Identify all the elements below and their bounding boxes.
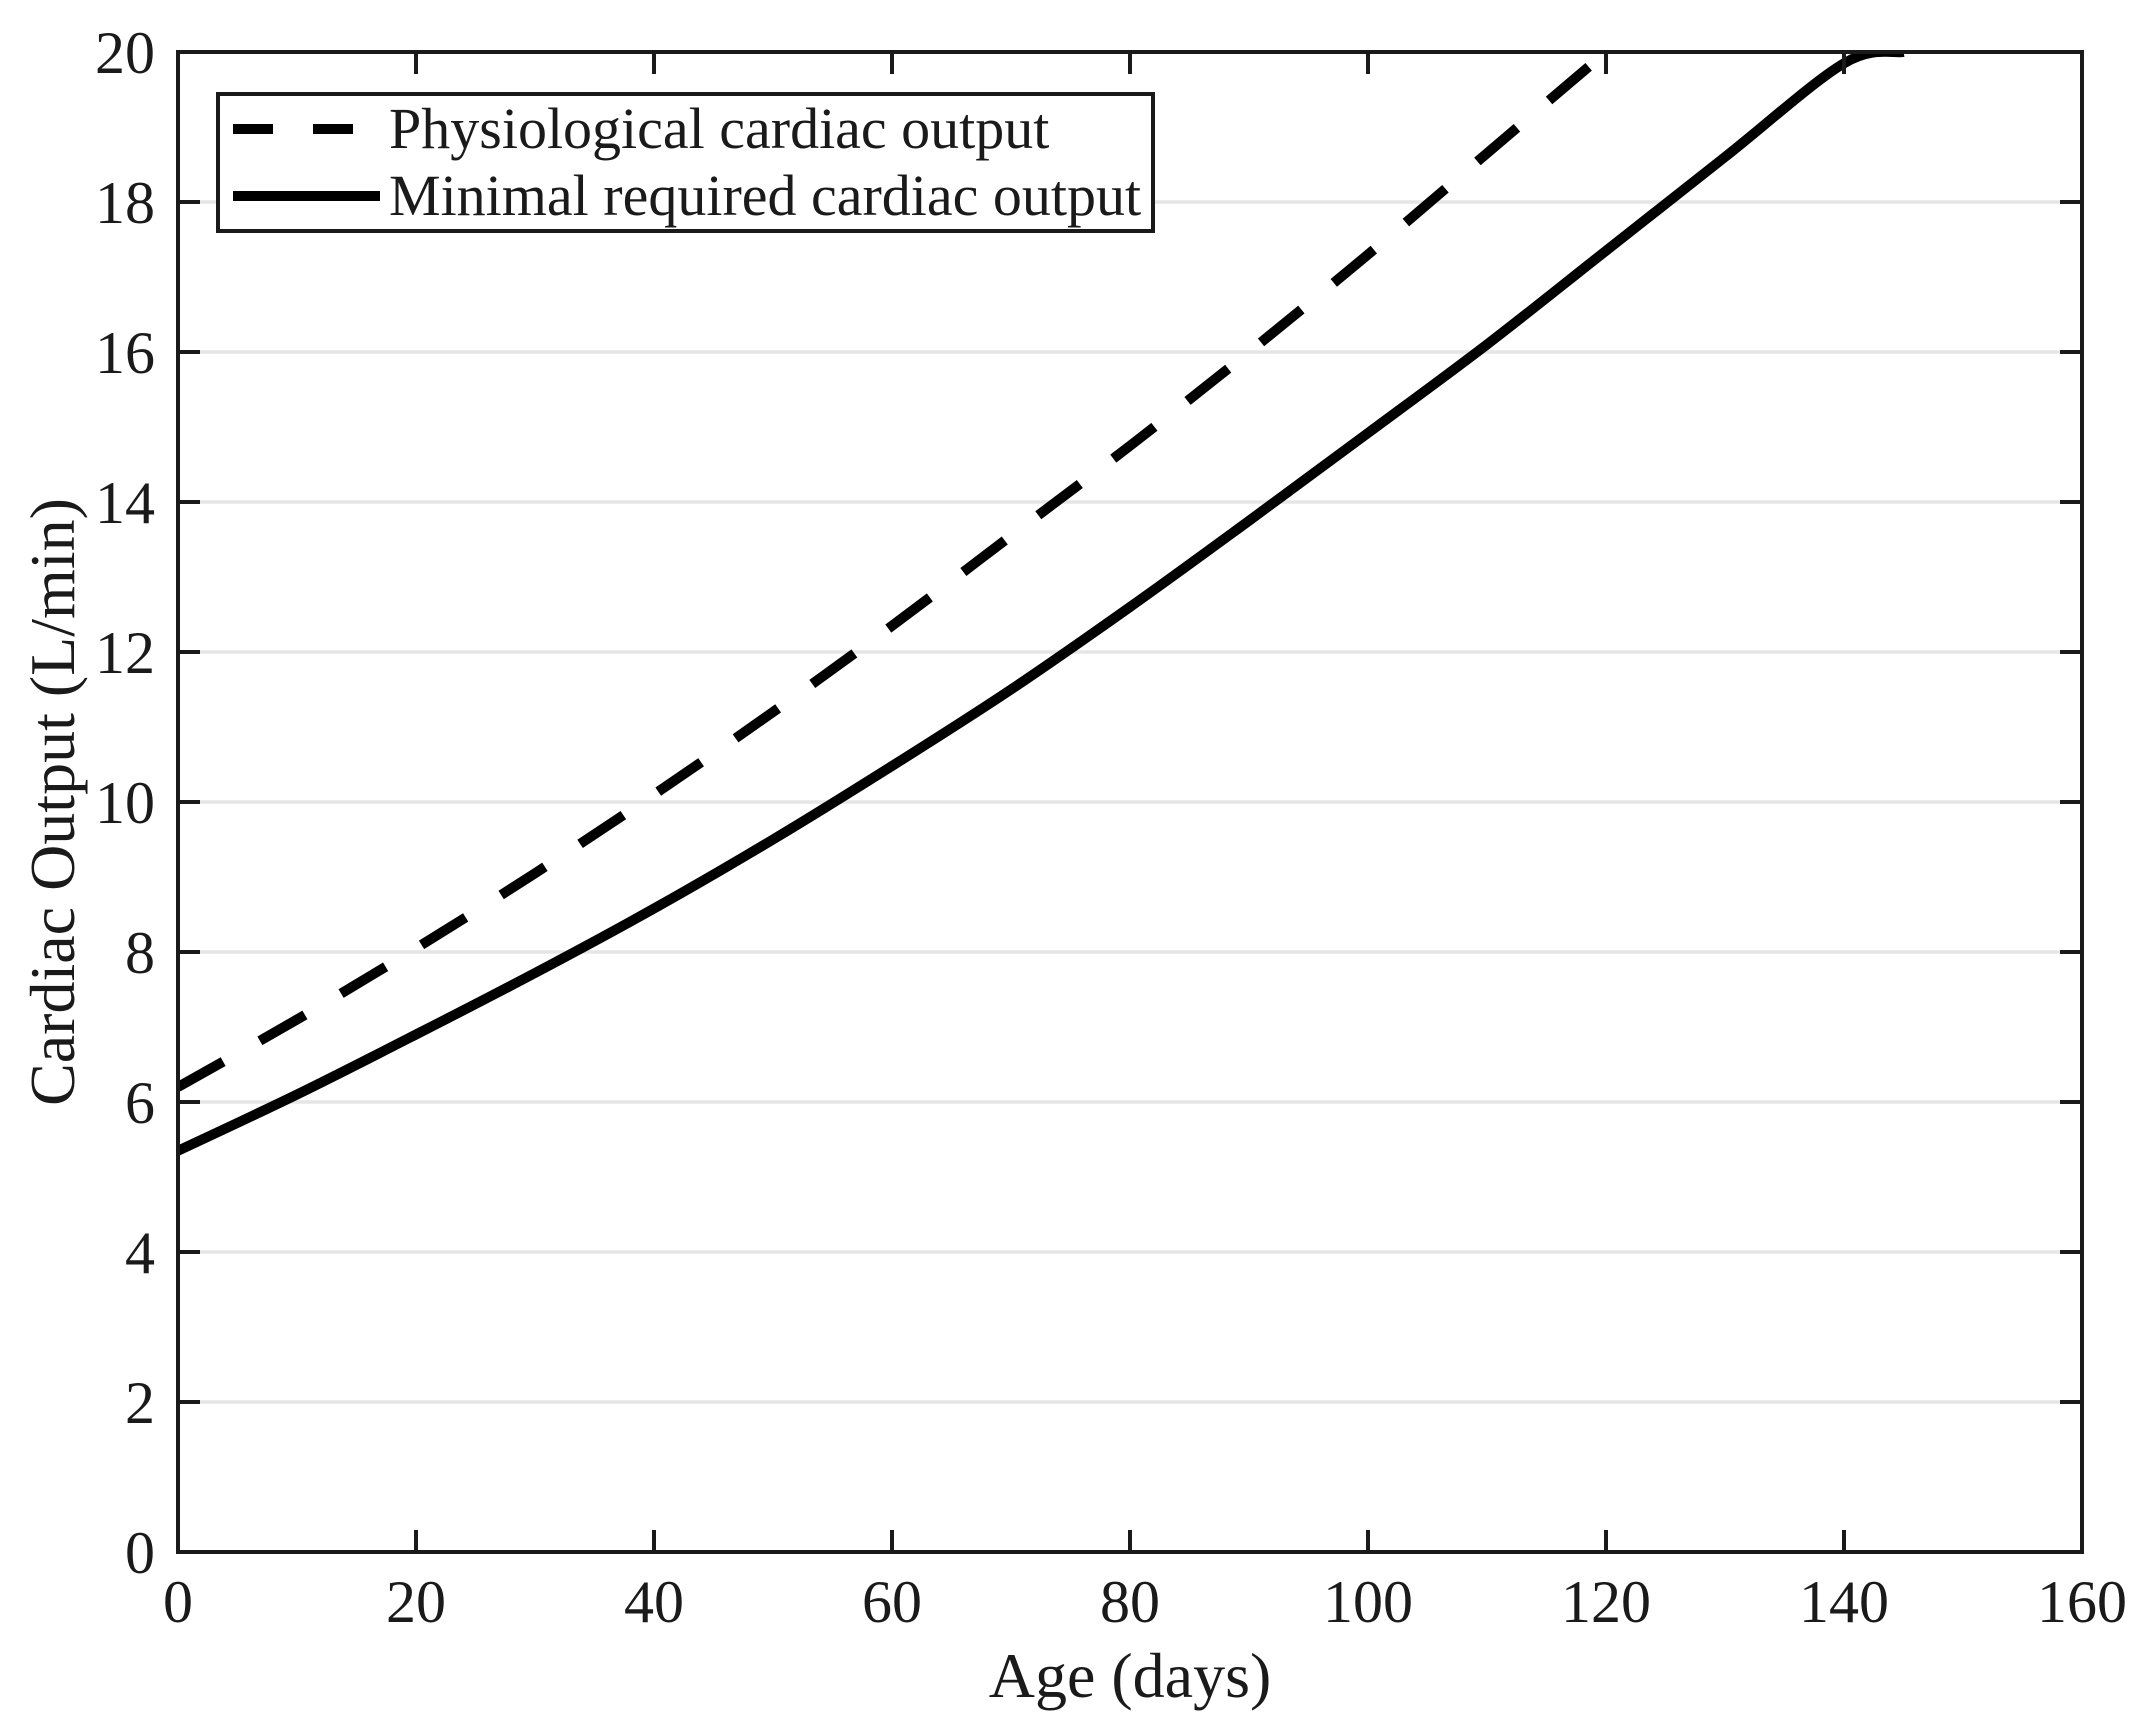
y-axis-title-wrap: Cardiac Output (L/min) (6, 52, 100, 1552)
y-axis-title: Cardiac Output (L/min) (17, 498, 88, 1106)
solid-line-sample (233, 190, 380, 201)
y-tick-label: 20 (95, 20, 155, 86)
y-tick-label: 0 (125, 1520, 155, 1586)
x-tick-label: 60 (862, 1569, 922, 1635)
dashed-line-sample (233, 124, 380, 135)
legend-label-physiological: Physiological cardiac output (389, 96, 1050, 162)
x-tick-label: 20 (386, 1569, 446, 1635)
y-tick-labels: 0 2 4 6 8 10 12 14 16 18 20 (95, 20, 155, 1586)
x-tick-label: 120 (1561, 1569, 1651, 1635)
physiological-curve (178, 52, 1610, 1092)
gridlines (180, 200, 2080, 1404)
y-tick-label: 4 (125, 1220, 155, 1286)
y-tick-label: 6 (125, 1070, 155, 1136)
legend-item-minimal: Minimal required cardiac output (220, 163, 1151, 230)
legend-item-physiological: Physiological cardiac output (220, 96, 1151, 163)
x-axis-title: Age (days) (988, 1640, 1272, 1711)
tick-marks (176, 50, 2084, 1554)
curves (178, 52, 1905, 1156)
x-tick-labels: 0 20 40 60 80 100 120 140 160 (163, 1569, 2127, 1635)
y-tick-label: 14 (95, 470, 155, 536)
x-tick-label: 160 (2037, 1569, 2127, 1635)
y-tick-label: 16 (95, 320, 155, 386)
legend-label-minimal: Minimal required cardiac output (389, 162, 1142, 228)
y-tick-label: 2 (125, 1370, 155, 1436)
x-tick-label: 80 (1100, 1569, 1160, 1635)
x-tick-label: 40 (624, 1569, 684, 1635)
x-tick-label: 100 (1323, 1569, 1413, 1635)
y-tick-label: 8 (125, 920, 155, 986)
y-tick-label: 10 (95, 770, 155, 836)
x-tick-label: 140 (1799, 1569, 1889, 1635)
y-tick-label: 12 (95, 620, 155, 686)
legend: Physiological cardiac output Minimal req… (216, 92, 1155, 233)
x-tick-label: 0 (163, 1569, 193, 1635)
minimal-curve (178, 52, 1905, 1156)
y-tick-label: 18 (95, 170, 155, 236)
